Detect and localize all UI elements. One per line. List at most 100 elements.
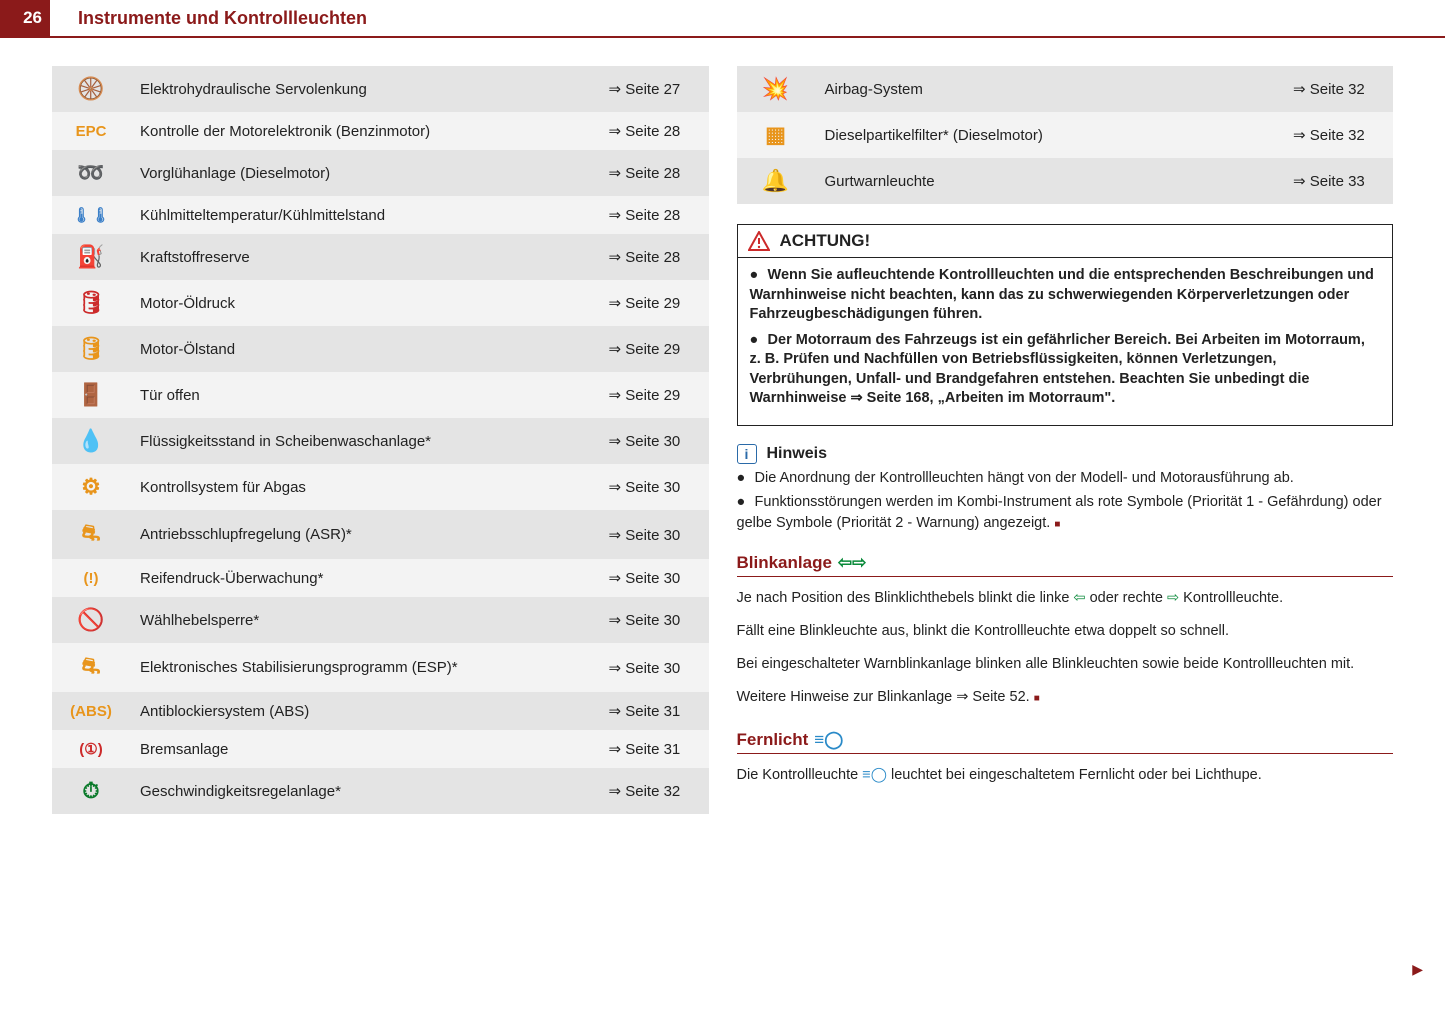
page-reference: ⇒ Seite 30 <box>599 464 709 510</box>
page-reference: ⇒ Seite 31 <box>599 692 709 730</box>
indicator-icon: ⛽ <box>52 234 130 280</box>
indicator-label: Kontrolle der Motorelektronik (Benzinmot… <box>130 112 599 150</box>
indicator-label: Elektrohydraulische Servolenkung <box>130 66 599 112</box>
high-beam-icon: ≡◯ <box>814 730 843 750</box>
left-column: 🛞Elektrohydraulische Servolenkung⇒ Seite… <box>52 66 709 814</box>
page-header: 26 Instrumente und Kontrollleuchten <box>0 0 1445 38</box>
page-reference: ⇒ Seite 28 <box>599 234 709 280</box>
table-row: (!)Reifendruck-Überwachung*⇒ Seite 30 <box>52 559 709 597</box>
page-reference: ⇒ Seite 30 <box>599 510 709 559</box>
page-reference: ⇒ Seite 27 <box>599 66 709 112</box>
table-row: EPCKontrolle der Motorelektronik (Benzin… <box>52 112 709 150</box>
right-arrow-icon: ⇨ <box>1167 590 1179 606</box>
indicator-icon: 🛢 <box>52 326 130 372</box>
fernlicht-body: Die Kontrollleuchte ≡◯ leuchtet bei eing… <box>737 764 1394 787</box>
table-row: 🌡🌡Kühlmitteltemperatur/Kühlmittelstand⇒ … <box>52 196 709 234</box>
warning-box: ACHTUNG! ● Wenn Sie aufleuchtende Kontro… <box>737 224 1394 426</box>
fernlicht-p1: Die Kontrollleuchte ≡◯ leuchtet bei eing… <box>737 764 1394 787</box>
indicator-label: Kontrollsystem für Abgas <box>130 464 599 510</box>
indicator-label: Wählhebelsperre* <box>130 597 599 643</box>
indicator-label: Motor-Ölstand <box>130 326 599 372</box>
indicator-label: Gurtwarnleuchte <box>815 158 1284 204</box>
indicator-label: Motor-Öldruck <box>130 280 599 326</box>
red-square-icon: ■ <box>1034 693 1040 704</box>
indicator-icon: 🚪 <box>52 372 130 418</box>
indicator-label: Flüssigkeitsstand in Scheibenwaschanlage… <box>130 418 599 464</box>
blinkanlage-p2: Fällt eine Blinkleuchte aus, blinkt die … <box>737 620 1394 643</box>
page-reference: ⇒ Seite 29 <box>599 280 709 326</box>
indicator-icon: 🛞 <box>52 66 130 112</box>
left-arrow-icon: ⇦ <box>1073 590 1085 606</box>
indicator-label: Airbag-System <box>815 66 1284 112</box>
table-row: 💥Airbag-System⇒ Seite 32 <box>737 66 1394 112</box>
indicator-label: Bremsanlage <box>130 730 599 768</box>
table-row: ⏱Geschwindigkeitsregelanlage*⇒ Seite 32 <box>52 768 709 814</box>
table-row: 🔔Gurtwarnleuchte⇒ Seite 33 <box>737 158 1394 204</box>
blinkanlage-title: Blinkanlage ⇦⇨ <box>737 553 1394 577</box>
indicator-icon: ⛐ <box>52 510 130 559</box>
page-reference: ⇒ Seite 28 <box>599 150 709 196</box>
indicator-label: Reifendruck-Überwachung* <box>130 559 599 597</box>
page-number: 26 <box>0 0 50 36</box>
indicator-icon: ➿ <box>52 150 130 196</box>
indicator-icon: (!) <box>52 559 130 597</box>
page-reference: ⇒ Seite 30 <box>599 597 709 643</box>
page-reference: ⇒ Seite 28 <box>599 112 709 150</box>
blinkanlage-p3: Bei eingeschalteter Warnblinkanlage blin… <box>737 653 1394 676</box>
warning-item: ● Wenn Sie aufleuchtende Kontrollleuchte… <box>750 266 1381 325</box>
blinkanlage-body: Je nach Position des Blinklichthebels bl… <box>737 587 1394 710</box>
warning-body: ● Wenn Sie aufleuchtende Kontrollleuchte… <box>738 258 1393 425</box>
indicator-icon: ⚙ <box>52 464 130 510</box>
table-row: ➿Vorglühanlage (Dieselmotor)⇒ Seite 28 <box>52 150 709 196</box>
indicator-table-right: 💥Airbag-System⇒ Seite 32▦Dieselpartikelf… <box>737 66 1394 204</box>
warning-triangle-icon <box>748 231 770 251</box>
fernlicht-title: Fernlicht ≡◯ <box>737 730 1394 754</box>
page-reference: ⇒ Seite 30 <box>599 418 709 464</box>
indicator-icon: ⏱ <box>52 768 130 814</box>
indicator-icon: 💥 <box>737 66 815 112</box>
hinweis-title: Hinweis <box>767 445 827 463</box>
table-row: (ABS)Antiblockiersystem (ABS)⇒ Seite 31 <box>52 692 709 730</box>
indicator-icon: 🔔 <box>737 158 815 204</box>
table-row: ⚙Kontrollsystem für Abgas⇒ Seite 30 <box>52 464 709 510</box>
warning-title: ACHTUNG! <box>780 231 871 251</box>
table-row: (①)Bremsanlage⇒ Seite 31 <box>52 730 709 768</box>
indicator-label: Dieselpartikelfilter* (Dieselmotor) <box>815 112 1284 158</box>
indicator-icon: ⛐ <box>52 643 130 692</box>
table-row: 🚫Wählhebelsperre*⇒ Seite 30 <box>52 597 709 643</box>
blinkanlage-p4: Weitere Hinweise zur Blinkanlage ⇒ Seite… <box>737 686 1394 709</box>
info-icon: i <box>737 444 757 464</box>
warning-item: ● Der Motorraum des Fahrzeugs ist ein ge… <box>750 331 1381 409</box>
indicator-label: Vorglühanlage (Dieselmotor) <box>130 150 599 196</box>
table-row: ⛐Antriebsschlupfregelung (ASR)*⇒ Seite 3… <box>52 510 709 559</box>
indicator-icon: 🌡🌡 <box>52 196 130 234</box>
page-title: Instrumente und Kontrollleuchten <box>50 8 367 29</box>
blinkanlage-p1: Je nach Position des Blinklichthebels bl… <box>737 587 1394 610</box>
indicator-icon: (①) <box>52 730 130 768</box>
page-reference: ⇒ Seite 32 <box>599 768 709 814</box>
indicator-icon: EPC <box>52 112 130 150</box>
table-row: 💧Flüssigkeitsstand in Scheibenwaschanlag… <box>52 418 709 464</box>
right-column: 💥Airbag-System⇒ Seite 32▦Dieselpartikelf… <box>737 66 1394 814</box>
table-row: ⛽Kraftstoffreserve⇒ Seite 28 <box>52 234 709 280</box>
indicator-icon: (ABS) <box>52 692 130 730</box>
indicator-icon: 🚫 <box>52 597 130 643</box>
continue-marker: ▶ <box>1412 961 1423 978</box>
table-row: 🛢Motor-Öldruck⇒ Seite 29 <box>52 280 709 326</box>
fernlicht-title-text: Fernlicht <box>737 730 809 750</box>
hinweis-box: i Hinweis ● Die Anordnung der Kontrollle… <box>737 444 1394 533</box>
high-beam-inline-icon: ≡◯ <box>862 767 887 783</box>
indicator-label: Kühlmitteltemperatur/Kühlmittelstand <box>130 196 599 234</box>
indicator-label: Antriebsschlupfregelung (ASR)* <box>130 510 599 559</box>
page-reference: ⇒ Seite 31 <box>599 730 709 768</box>
table-row: 🛞Elektrohydraulische Servolenkung⇒ Seite… <box>52 66 709 112</box>
warning-title-row: ACHTUNG! <box>738 225 1393 258</box>
hinweis-item: ● Funktionsstörungen werden im Kombi-Ins… <box>737 492 1394 533</box>
page-reference: ⇒ Seite 32 <box>1283 112 1393 158</box>
turn-signal-icons: ⇦⇨ <box>838 553 867 573</box>
table-row: 🚪Tür offen⇒ Seite 29 <box>52 372 709 418</box>
page-reference: ⇒ Seite 29 <box>599 372 709 418</box>
table-row: ▦Dieselpartikelfilter* (Dieselmotor)⇒ Se… <box>737 112 1394 158</box>
page-reference: ⇒ Seite 32 <box>1283 66 1393 112</box>
page-reference: ⇒ Seite 30 <box>599 559 709 597</box>
